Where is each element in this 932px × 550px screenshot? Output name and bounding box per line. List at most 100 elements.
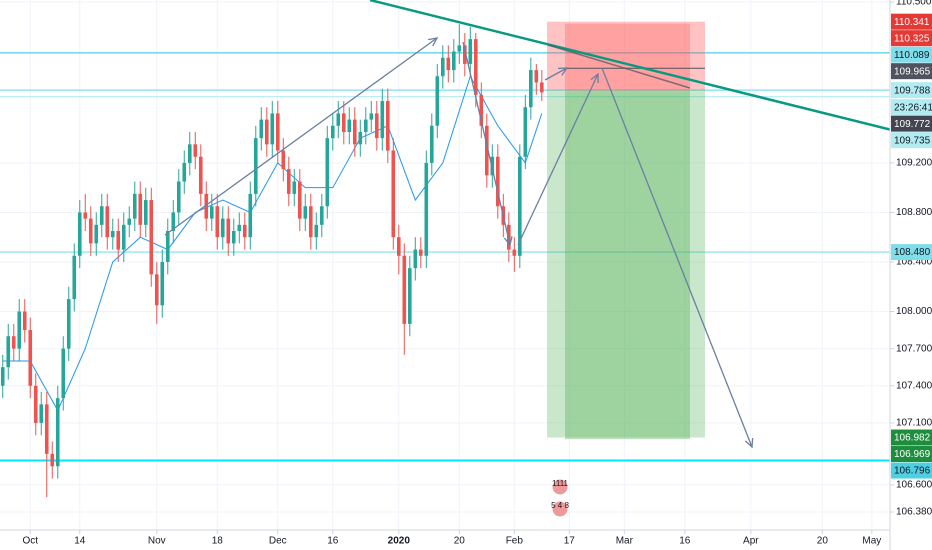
candle-body xyxy=(88,218,93,244)
candle-body xyxy=(204,193,209,219)
candle-body xyxy=(474,39,478,95)
price-label: 109.735 xyxy=(894,135,931,146)
price-label-box xyxy=(891,429,932,446)
candle-body xyxy=(127,218,132,225)
x-tick-label: 16 xyxy=(327,536,339,547)
price-label-box xyxy=(891,132,932,149)
target-zone xyxy=(565,92,690,440)
candle-body xyxy=(83,212,88,219)
price-label-box xyxy=(891,244,932,261)
x-tick-label: 18 xyxy=(212,536,224,547)
candle-body xyxy=(286,169,291,194)
candle-body xyxy=(11,336,16,349)
candle-body xyxy=(94,224,99,244)
candle-body xyxy=(248,193,253,238)
candle-body xyxy=(424,162,429,256)
candle-body xyxy=(352,119,357,145)
stop-zone xyxy=(547,21,705,91)
price-label: 106.969 xyxy=(894,449,931,460)
trend-line xyxy=(547,44,691,89)
price-label-box xyxy=(891,30,932,47)
candle-body xyxy=(341,113,346,132)
price-label: 23:26:41 xyxy=(894,102,932,113)
price-label: 109.965 xyxy=(894,66,931,77)
candle-body xyxy=(242,224,247,238)
candle-body xyxy=(396,237,401,256)
candle-body xyxy=(105,206,110,238)
candle-body xyxy=(259,119,264,139)
price-label-box xyxy=(891,115,932,132)
candle-body xyxy=(187,144,192,163)
x-tick-label: Mar xyxy=(616,536,634,547)
target-zone xyxy=(547,90,705,438)
candle-body xyxy=(540,82,544,93)
candle-body xyxy=(50,453,55,467)
candle-body xyxy=(292,181,297,194)
x-tick-label: 20 xyxy=(817,536,829,547)
arrow-head xyxy=(557,67,569,76)
candle-body xyxy=(369,113,374,120)
x-tick-label: 17 xyxy=(564,536,576,547)
candle-body xyxy=(0,367,5,386)
candle-body xyxy=(198,156,203,194)
candle-body xyxy=(496,156,500,207)
x-tick-label: Apr xyxy=(743,536,759,547)
x-tick-label: May xyxy=(862,536,881,547)
price-label: 109.788 xyxy=(894,85,931,96)
y-tick-label: 108.800 xyxy=(896,207,932,218)
price-label: 110.325 xyxy=(894,33,930,44)
candle-body xyxy=(363,119,368,132)
candle-body xyxy=(171,212,176,232)
candle-body xyxy=(237,224,242,232)
price-label-box xyxy=(891,46,932,63)
stop-zone xyxy=(565,23,690,93)
candle-body xyxy=(319,206,324,225)
y-tick-label: 108.000 xyxy=(896,306,932,317)
candle-body xyxy=(418,249,423,256)
arrow-head xyxy=(503,236,513,247)
candle-body xyxy=(380,101,385,139)
candle-body xyxy=(446,57,451,71)
price-label-box xyxy=(891,99,932,116)
x-tick-label: Dec xyxy=(269,536,287,547)
candle-body xyxy=(99,206,104,225)
y-tick-label: 110.500 xyxy=(896,0,932,8)
candle-body xyxy=(55,398,60,467)
candle-body xyxy=(22,311,27,331)
candle-body xyxy=(523,107,528,157)
candle-body xyxy=(308,206,313,238)
price-label: 110.341 xyxy=(894,17,930,28)
arrow xyxy=(462,41,511,246)
candle-body xyxy=(435,76,440,126)
candle-body xyxy=(529,70,533,108)
candle-body xyxy=(28,330,33,386)
price-label: 108.480 xyxy=(894,247,931,258)
candle-body xyxy=(275,113,280,151)
candle-body xyxy=(61,348,66,399)
price-label: 106.796 xyxy=(894,466,931,477)
candle-body xyxy=(512,249,517,256)
candle-body xyxy=(143,200,148,225)
price-label-box xyxy=(891,82,932,99)
candle-body xyxy=(452,51,456,71)
candle-body xyxy=(44,404,49,454)
candle-body xyxy=(72,255,77,300)
price-label-box xyxy=(891,13,932,30)
candle-body xyxy=(463,45,467,64)
y-tick-label: 108.400 xyxy=(896,257,932,268)
candle-body xyxy=(429,125,434,163)
event-label: 5 4 8 xyxy=(551,501,569,510)
x-tick-label: Oct xyxy=(22,536,38,547)
y-tick-label: 107.100 xyxy=(896,418,932,429)
candle-body xyxy=(281,150,286,170)
candle-body xyxy=(385,101,390,151)
price-label-box xyxy=(891,446,932,463)
candle-body xyxy=(270,113,275,145)
candle-body xyxy=(479,94,484,126)
candle-body xyxy=(391,150,396,238)
price-label: 106.982 xyxy=(894,433,931,444)
candle-body xyxy=(182,162,187,182)
event-marker xyxy=(551,478,569,496)
x-tick-label: 2020 xyxy=(388,536,411,547)
